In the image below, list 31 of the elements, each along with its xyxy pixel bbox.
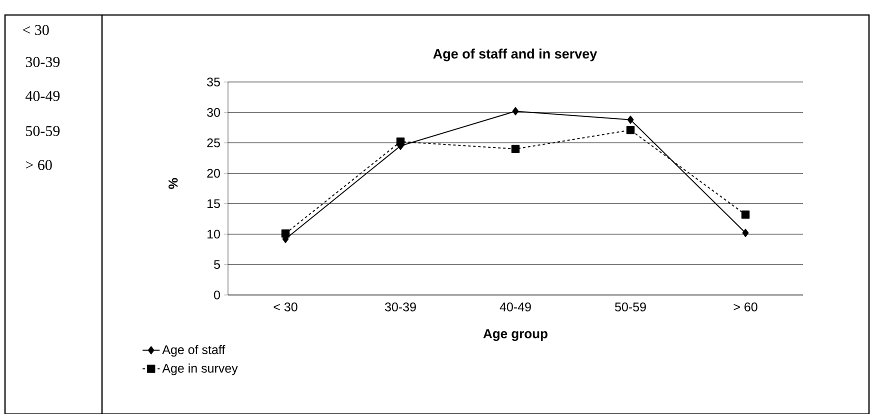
point [512, 107, 519, 116]
text: > 60 [26, 160, 52, 170]
text: 30-39 [26, 56, 60, 68]
y-axis-title: % [168, 178, 178, 189]
y-tick-label: 5 [214, 260, 220, 269]
y-tick-label: 0 [214, 290, 220, 300]
legend-label: Age of staff [162, 344, 226, 357]
y-tick-label: 15 [208, 199, 220, 208]
y-tick-label: 30 [207, 108, 220, 117]
point [281, 229, 290, 238]
point [511, 144, 520, 154]
chart-title: Age of staff and in servey [433, 48, 598, 62]
x-tick-label: < 30 [274, 302, 298, 312]
text: 40-49 [26, 90, 60, 102]
x-tick-label: 50-59 [615, 302, 646, 312]
text: < 30 [22, 24, 49, 36]
text: 50-59 [26, 126, 60, 136]
point [626, 126, 635, 134]
x-axis-title: Age group [483, 329, 548, 341]
x-tick-label: 40-49 [500, 302, 531, 312]
y-tick-label: 35 [207, 78, 220, 86]
point [396, 138, 405, 146]
y-tick-label: 10 [208, 230, 220, 239]
y-tick-label: 25 [207, 138, 220, 148]
point [742, 228, 749, 238]
x-tick-label: > 60 [734, 302, 758, 312]
point [741, 210, 750, 219]
legend-label: Age in survey [162, 364, 238, 376]
y-tick-label: 20 [207, 168, 220, 178]
x-tick-label: 30-39 [384, 302, 416, 312]
point [627, 116, 634, 124]
